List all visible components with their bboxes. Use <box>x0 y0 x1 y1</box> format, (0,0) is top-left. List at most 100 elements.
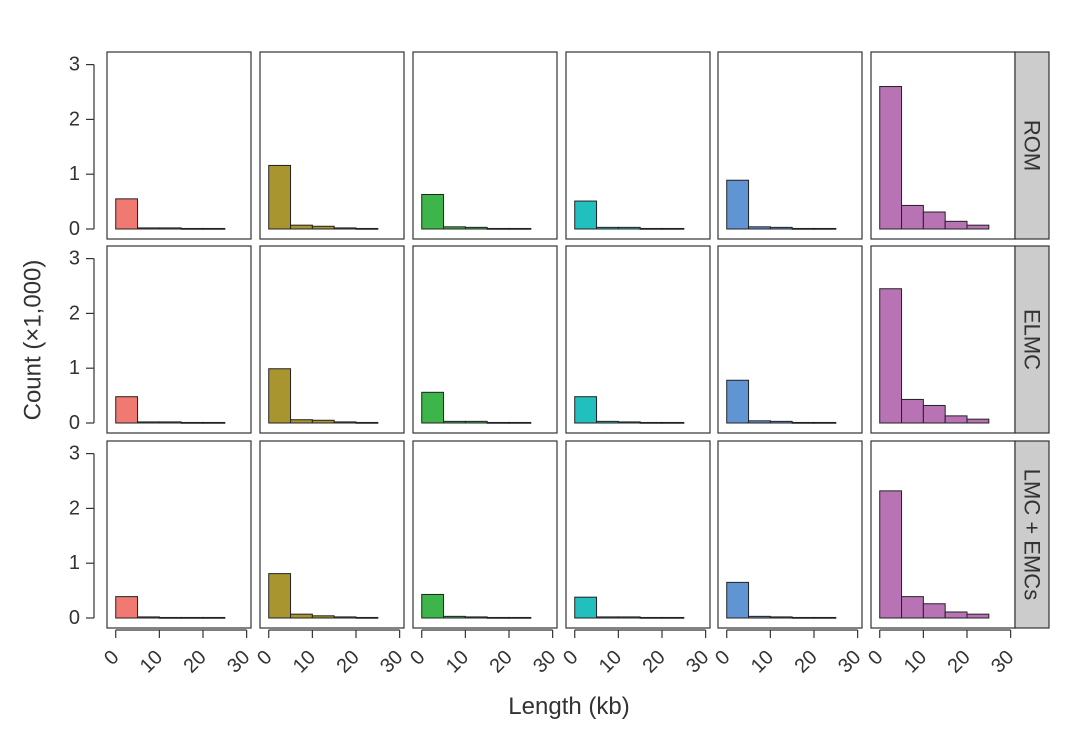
x-tick-label-c6-30: 30 <box>987 646 1018 677</box>
bar-r1-c3-bin1 <box>421 193 445 230</box>
y-tick-label-r2-2: 2 <box>69 302 80 324</box>
bar-r2-c5-bin5 <box>813 421 837 424</box>
y-tick-label-r1-2: 2 <box>69 108 80 130</box>
bar-r3-c2-bin4 <box>333 616 357 619</box>
bar-r3-c3-bin1 <box>421 593 445 619</box>
bar-r1-c4-bin3 <box>617 226 641 230</box>
bar-r1-c2-bin1 <box>268 164 292 230</box>
x-tick-label-c3-10: 10 <box>442 646 473 677</box>
bar-r2-c4-bin3 <box>617 421 641 424</box>
y-tick-label-r1-3: 3 <box>69 54 80 76</box>
x-tick-label-c4-0: 0 <box>559 646 582 669</box>
bar-r2-c3-bin1 <box>421 391 445 424</box>
y-axis-title: Count (×1,000) <box>20 260 47 421</box>
bar-r3-c4-bin1 <box>574 596 598 619</box>
x-tick-label-c1-10: 10 <box>136 646 167 677</box>
bar-r3-c4-bin2 <box>596 616 619 619</box>
bar-r2-c6-bin1 <box>879 288 903 424</box>
bar-r1-c6-bin2 <box>901 204 924 230</box>
x-tick-label-c1-0: 0 <box>100 646 123 669</box>
facet-label-3: LMC + EMCs <box>1020 469 1045 600</box>
bar-r3-c5-bin2 <box>748 615 771 619</box>
x-tick-label-c1-30: 30 <box>223 646 254 677</box>
x-tick-label-c5-0: 0 <box>711 646 734 669</box>
y-tick-label-r3-0: 0 <box>69 607 80 629</box>
bar-r3-c3-bin3 <box>464 616 488 619</box>
bar-r2-c2-bin3 <box>311 419 335 424</box>
bar-r2-c3-bin4 <box>486 421 510 424</box>
bar-r2-c6-bin5 <box>966 418 990 424</box>
bar-r2-c2-bin5 <box>355 421 379 424</box>
bar-r3-c6-bin4 <box>944 611 968 619</box>
bar-r1-c1-bin5 <box>202 227 226 230</box>
bar-r3-c6-bin1 <box>879 490 903 619</box>
bar-r1-c2-bin5 <box>355 227 379 230</box>
x-tick-label-c2-10: 10 <box>289 646 320 677</box>
bar-r3-c6-bin2 <box>901 596 924 619</box>
x-tick-label-c2-30: 30 <box>376 646 407 677</box>
x-tick-label-c4-20: 20 <box>638 646 669 677</box>
bar-r2-c1-bin4 <box>180 421 204 424</box>
bar-r1-c4-bin4 <box>639 227 663 230</box>
x-tick-label-c2-20: 20 <box>332 646 363 677</box>
bar-r3-c5-bin1 <box>726 581 750 619</box>
y-tick-label-r3-1: 1 <box>69 552 80 574</box>
bar-r3-c1-bin2 <box>137 616 160 619</box>
bar-r1-c4-bin1 <box>574 200 598 230</box>
bar-r1-c5-bin1 <box>726 179 750 230</box>
y-tick-label-r1-1: 1 <box>69 163 80 185</box>
bar-r3-c1-bin5 <box>202 616 226 619</box>
bar-r3-c4-bin3 <box>617 616 641 619</box>
x-tick-label-c5-20: 20 <box>790 646 821 677</box>
bar-r2-c4-bin5 <box>661 421 685 424</box>
bar-r1-c1-bin4 <box>180 227 204 230</box>
bar-r1-c1-bin3 <box>158 227 182 230</box>
bar-r2-c3-bin3 <box>464 420 488 424</box>
bar-r1-c3-bin5 <box>508 227 532 230</box>
bar-r3-c2-bin3 <box>311 615 335 619</box>
bar-r2-c1-bin5 <box>202 421 226 424</box>
x-tick-label-c1-20: 20 <box>179 646 210 677</box>
bar-r3-c2-bin5 <box>355 616 379 619</box>
bar-r2-c1-bin1 <box>115 396 139 424</box>
x-tick-label-c2-0: 0 <box>253 646 276 669</box>
facet-strip-1 <box>1014 51 1050 240</box>
bar-r3-c4-bin5 <box>661 616 685 619</box>
bar-r1-c5-bin2 <box>748 226 771 230</box>
bar-r3-c1-bin3 <box>158 616 182 619</box>
bar-r2-c4-bin2 <box>596 420 619 424</box>
bar-r1-c5-bin5 <box>813 227 837 230</box>
bar-r1-c4-bin2 <box>596 226 619 230</box>
bar-r2-c2-bin1 <box>268 368 292 424</box>
bar-r2-c3-bin5 <box>508 421 532 424</box>
facet-strip-2 <box>1014 245 1050 434</box>
bar-r2-c3-bin2 <box>443 420 466 424</box>
bar-r1-c1-bin2 <box>137 227 160 230</box>
bar-r3-c6-bin5 <box>966 613 990 619</box>
x-tick-label-c3-0: 0 <box>406 646 429 669</box>
bar-r3-c2-bin2 <box>290 613 313 619</box>
bar-r2-c5-bin2 <box>748 420 771 424</box>
bar-r1-c6-bin3 <box>922 211 946 230</box>
bar-r2-c5-bin1 <box>726 379 750 424</box>
y-tick-label-r2-3: 3 <box>69 248 80 270</box>
bar-r1-c5-bin4 <box>791 227 815 230</box>
bar-r3-c1-bin1 <box>115 596 139 619</box>
bar-r3-c4-bin4 <box>639 616 663 619</box>
bar-r3-c5-bin5 <box>813 616 837 619</box>
y-tick-label-r1-0: 0 <box>69 218 80 240</box>
bar-r2-c2-bin4 <box>333 421 357 424</box>
bar-r1-c2-bin3 <box>311 225 335 230</box>
bar-r1-c6-bin5 <box>966 224 990 230</box>
bar-r2-c6-bin4 <box>944 415 968 424</box>
bar-r1-c3-bin2 <box>443 226 466 230</box>
y-tick-label-r3-2: 2 <box>69 497 80 519</box>
bar-r1-c4-bin5 <box>661 227 685 230</box>
panel-r2-c5 <box>717 245 863 434</box>
x-tick-label-c6-20: 20 <box>943 646 974 677</box>
bar-r1-c1-bin1 <box>115 198 139 230</box>
bar-r2-c1-bin2 <box>137 421 160 424</box>
y-tick-label-r2-0: 0 <box>69 412 80 434</box>
